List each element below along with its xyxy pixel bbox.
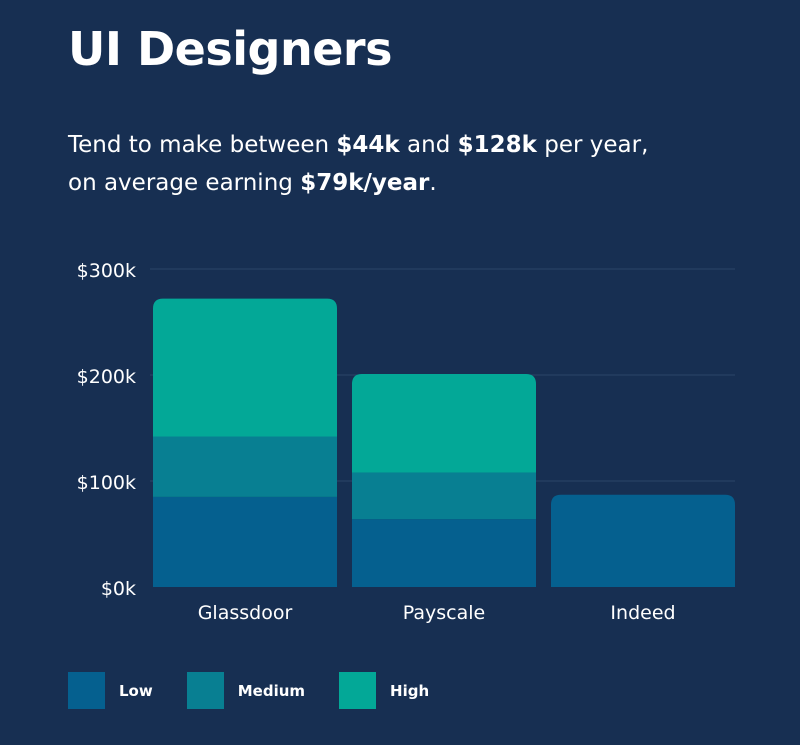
- legend-label-low: Low: [119, 681, 153, 700]
- x-tick-label: Glassdoor: [198, 602, 293, 624]
- subtitle-text: per year,: [536, 132, 649, 158]
- legend-item-medium: Medium: [186, 672, 306, 709]
- bar-low: [352, 519, 536, 587]
- legend-item-low: Low: [68, 672, 153, 709]
- page-title: UI Designers: [68, 22, 392, 76]
- bar-high: [352, 373, 536, 473]
- bar-layer: [153, 298, 735, 587]
- bar-low: [153, 496, 337, 587]
- y-tick-label: $200k: [77, 366, 136, 388]
- bar-medium: [352, 472, 536, 520]
- label-layer: $0k $100k $200k $300k Glassdoor Payscale Indee…: [77, 260, 676, 624]
- legend-item-high: High: [339, 672, 429, 709]
- salary-high-value: $128k: [457, 132, 537, 158]
- subtitle-text: on average earning: [68, 170, 301, 196]
- subtitle-line-1: Tend to make between $44k and $128k per …: [68, 126, 648, 164]
- y-tick-label: $0k: [101, 578, 136, 600]
- bar-medium: [153, 436, 337, 497]
- legend-label-high: High: [390, 681, 430, 700]
- subtitle-text: .: [429, 170, 437, 196]
- x-tick-label: Indeed: [610, 602, 675, 624]
- y-tick-label: $300k: [77, 260, 136, 282]
- x-tick-label: Payscale: [403, 602, 485, 624]
- legend-label-medium: Medium: [237, 681, 306, 700]
- subtitle: Tend to make between $44k and $128k per …: [68, 126, 648, 202]
- legend-swatch-low: [68, 672, 105, 709]
- legend-swatch-high: [339, 672, 377, 709]
- salary-average-value: $79k/year: [300, 170, 430, 196]
- subtitle-text: and: [399, 132, 458, 158]
- bar-low: [551, 494, 735, 587]
- salary-low-value: $44k: [336, 132, 400, 158]
- bar-high: [153, 298, 337, 437]
- subtitle-line-2: on average earning $79k/year.: [68, 164, 648, 202]
- legend: Low Medium High: [68, 672, 463, 709]
- subtitle-text: Tend to make between: [68, 132, 337, 158]
- y-tick-label: $100k: [77, 472, 136, 494]
- legend-swatch-medium: [186, 672, 224, 709]
